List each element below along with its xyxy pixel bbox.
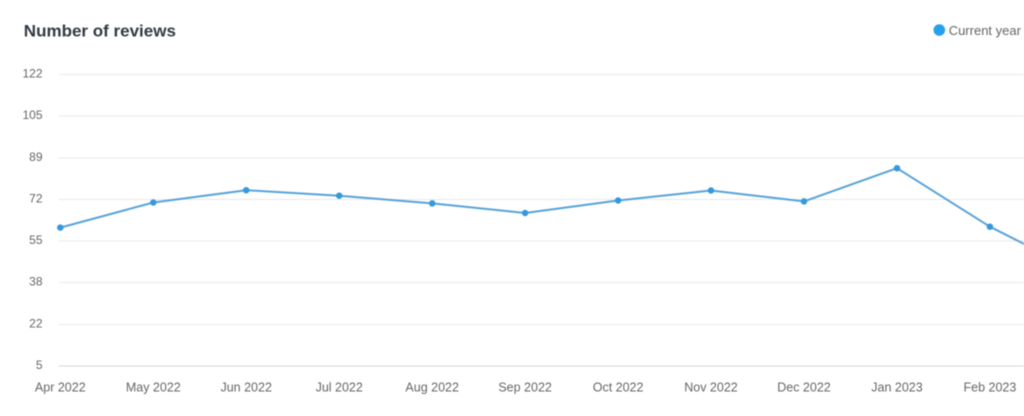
- svg-text:Jan 2023: Jan 2023: [871, 381, 922, 395]
- svg-text:Jun 2022: Jun 2022: [220, 381, 271, 395]
- svg-text:Number of reviews: Number of reviews: [24, 21, 176, 40]
- svg-text:5: 5: [36, 358, 43, 372]
- svg-text:Apr 2022: Apr 2022: [35, 381, 86, 395]
- svg-text:Dec 2022: Dec 2022: [777, 381, 831, 395]
- svg-text:Sep 2022: Sep 2022: [498, 381, 552, 395]
- svg-text:May 2022: May 2022: [126, 381, 181, 395]
- svg-text:72: 72: [29, 191, 43, 205]
- svg-text:Jul 2022: Jul 2022: [316, 381, 363, 395]
- svg-text:22: 22: [29, 316, 43, 330]
- svg-text:105: 105: [22, 108, 42, 122]
- svg-text:Nov 2022: Nov 2022: [684, 381, 738, 395]
- svg-text:Oct 2022: Oct 2022: [593, 381, 644, 395]
- svg-text:Feb 2023: Feb 2023: [963, 381, 1016, 395]
- svg-text:38: 38: [29, 275, 43, 289]
- svg-text:122: 122: [22, 67, 42, 81]
- svg-text:89: 89: [29, 150, 43, 164]
- svg-text:55: 55: [29, 233, 43, 247]
- svg-text:Current year: Current year: [949, 23, 1022, 38]
- svg-text:Aug 2022: Aug 2022: [405, 381, 459, 395]
